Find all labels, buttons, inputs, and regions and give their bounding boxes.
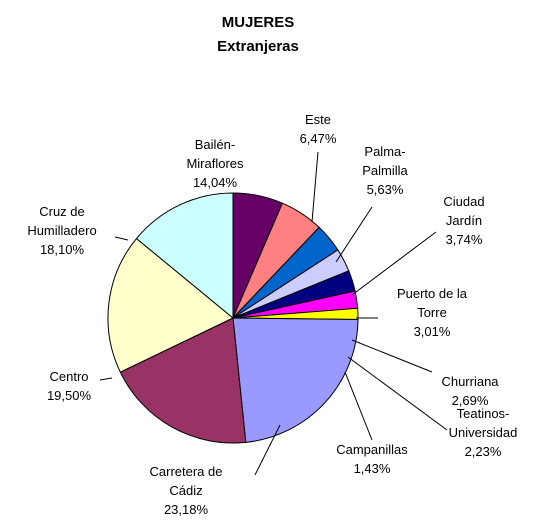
slice-label: Ciudad Jardín (443, 194, 484, 228)
pie-slice (135, 192, 234, 320)
pie-slice (119, 317, 247, 444)
pie-slice (107, 237, 234, 373)
leader-line (335, 206, 373, 263)
slice-label: Teatinos-Universidad (449, 406, 518, 440)
leader-line (351, 231, 437, 296)
slice-value-label: 1,43% (354, 461, 391, 476)
slice-label: Carretera de Cádiz (150, 464, 223, 498)
slice-label: Cruz de Humilladero (27, 204, 96, 238)
slice-label: Palma-Palmilla (362, 144, 408, 178)
slice-value-label: 5,63% (367, 182, 404, 197)
chart-title: MUJERES Extranjeras (217, 14, 299, 55)
leader-line (347, 356, 448, 431)
slice-value-label: 3,74% (446, 232, 483, 247)
slice-label: Campanillas (336, 442, 408, 457)
leader-line (311, 151, 319, 223)
slice-value-label: 14,04% (193, 175, 238, 190)
slice-value-label: 18,10% (40, 242, 85, 257)
slice-value-label: 2,23% (465, 444, 502, 459)
leader-line (254, 424, 281, 476)
slice-label: Centro (49, 369, 88, 384)
leader-line (344, 371, 373, 441)
slice-value-label: 19,50% (47, 388, 92, 403)
leader-line (351, 339, 433, 373)
slice-value-label: 3,01% (414, 324, 451, 339)
slice-label: Puerto de la Torre (397, 286, 468, 320)
slice-value-label: 6,47% (300, 131, 337, 146)
leader-line (99, 377, 113, 381)
slice-label: Este (305, 112, 331, 127)
slice-label: Bailén-Miraflores (186, 137, 244, 171)
slice-label: Churriana (441, 374, 499, 389)
pie-slice (232, 317, 359, 443)
leader-line (114, 236, 129, 241)
slice-value-label: 23,18% (164, 502, 209, 517)
slice-value-label: 2,69% (452, 393, 489, 408)
